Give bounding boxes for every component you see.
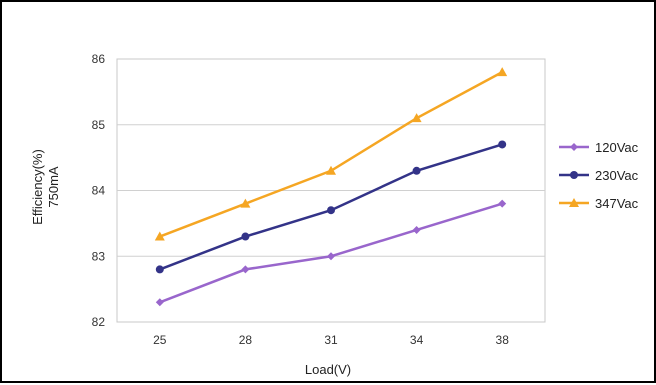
legend-item: 230Vac [559,168,639,183]
data-point [241,265,250,274]
legend-item: 347Vac [559,196,639,211]
data-point [411,113,422,123]
y-tick-label: 83 [92,249,106,263]
legend: 120Vac 230Vac 347Vac [559,140,639,211]
data-point [497,67,508,77]
x-axis-title: Load(V) [305,362,351,377]
data-point [241,232,250,241]
series-layer [154,67,508,307]
data-point [412,166,421,175]
y-axis-title: Efficiency(%) [30,149,45,225]
legend-item: 120Vac [559,140,639,155]
data-point [498,199,507,208]
x-tick-label: 31 [324,333,338,347]
x-tick-label: 38 [496,333,510,347]
y-tick-label: 84 [92,184,106,198]
y-tick-labels: 82 83 84 85 86 [92,52,106,329]
series-347Vac [154,67,508,241]
x-tick-label: 25 [153,333,167,347]
x-tick-labels: 25 28 31 34 38 [153,333,509,347]
data-point [498,140,507,149]
x-tick-label: 28 [239,333,253,347]
data-point [155,265,164,274]
legend-label: 230Vac [595,168,639,183]
y-tick-label: 82 [92,315,106,329]
data-point [326,165,336,175]
x-tick-label: 34 [410,333,424,347]
legend-label: 347Vac [595,196,639,211]
y-tick-label: 85 [92,118,106,132]
series-230Vac [155,140,507,274]
legend-marker [570,171,578,179]
data-point [155,298,164,307]
data-point [412,225,421,234]
series-120Vac [155,199,507,307]
data-point [327,206,335,215]
data-point [240,198,251,208]
data-point [327,252,335,261]
y-axis-subtitle: 750mA [46,166,61,208]
y-tick-label: 86 [92,52,106,66]
data-point [154,231,165,241]
legend-marker [570,143,578,151]
legend-label: 120Vac [595,140,639,155]
legend-marker [569,198,579,207]
